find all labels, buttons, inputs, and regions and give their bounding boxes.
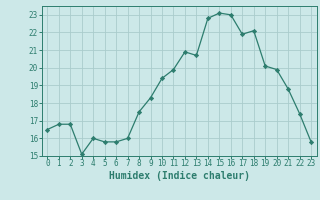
X-axis label: Humidex (Indice chaleur): Humidex (Indice chaleur) xyxy=(109,171,250,181)
